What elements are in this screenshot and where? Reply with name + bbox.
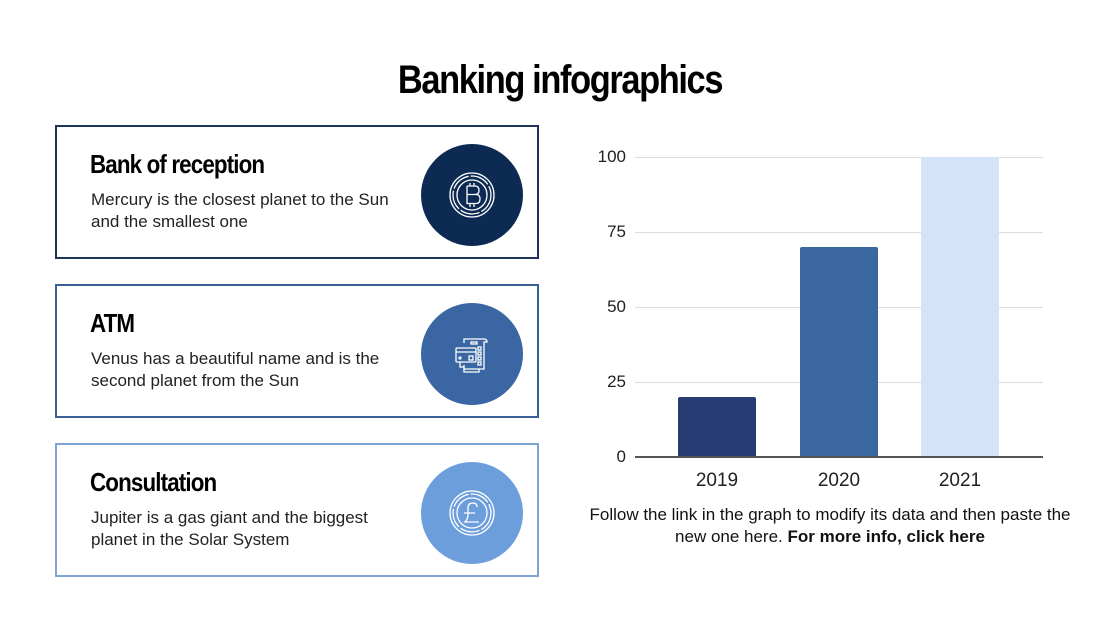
caption-text: Follow the link in the graph to modify i… xyxy=(589,505,1071,546)
card-atm: ATM Venus has a beautiful name and is th… xyxy=(55,284,539,418)
card-consultation: Consultation Jupiter is a gas giant and … xyxy=(55,443,539,577)
bitcoin-coin-icon xyxy=(421,144,523,246)
card-heading: ATM xyxy=(90,308,135,338)
card-text: Jupiter is a gas giant and the biggest p… xyxy=(91,508,368,549)
x-tick: 2021 xyxy=(938,470,982,491)
card-bank-of-reception: Bank of reception Mercury is the closest… xyxy=(55,125,539,259)
y-tick: 50 xyxy=(607,297,626,316)
gridline xyxy=(635,232,1043,233)
bar-2019[interactable] xyxy=(678,397,756,457)
y-tick: 75 xyxy=(607,222,626,241)
bar-chart[interactable]: 100 75 50 25 0 2019 2020 2021 xyxy=(580,140,1060,500)
card-text: Venus has a beautiful name and is the se… xyxy=(91,349,380,390)
y-tick: 100 xyxy=(597,147,626,166)
page-title: Banking infographics xyxy=(397,58,724,102)
bar-2021[interactable] xyxy=(921,157,999,457)
y-tick: 25 xyxy=(607,372,626,391)
gridline xyxy=(635,157,1043,158)
x-tick: 2019 xyxy=(695,470,739,491)
card-heading: Bank of reception xyxy=(90,149,265,179)
chart-caption: Follow the link in the graph to modify i… xyxy=(580,504,1080,548)
y-tick: 0 xyxy=(616,447,626,466)
more-info-link[interactable]: For more info, click here xyxy=(787,527,985,546)
card-text: Mercury is the closest planet to the Sun… xyxy=(91,190,389,231)
x-tick: 2020 xyxy=(817,470,861,491)
x-axis xyxy=(635,456,1043,458)
pound-coin-icon xyxy=(421,462,523,564)
card-heading: Consultation xyxy=(90,467,217,497)
bar-2020[interactable] xyxy=(800,247,878,457)
atm-card-receipt-icon xyxy=(421,303,523,405)
